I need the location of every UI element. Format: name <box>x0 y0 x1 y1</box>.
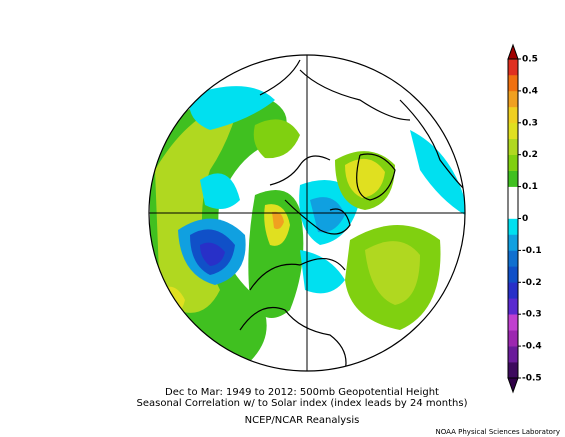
color-segment <box>508 186 518 203</box>
source: NCEP/NCAR Reanalysis <box>245 415 360 426</box>
color-segment <box>508 266 518 283</box>
under-arrow <box>507 377 519 394</box>
color-segment <box>508 202 518 219</box>
tick-label: 0.3 <box>522 118 538 128</box>
title-line: Dec to Mar: 1949 to 2012: 500mb Geopoten… <box>165 387 439 398</box>
tick-label: -0.2 <box>522 278 542 288</box>
tick-label: 0.5 <box>522 55 538 65</box>
tick-label: 0.1 <box>522 182 538 192</box>
color-segment <box>508 298 518 315</box>
color-segment <box>508 170 518 187</box>
tick-label: 0.2 <box>522 150 538 160</box>
tick-label: -0.1 <box>522 246 542 256</box>
color-segment <box>508 106 518 124</box>
color-segment <box>508 90 518 108</box>
color-segment <box>508 234 518 251</box>
tick-label: -0.3 <box>522 310 542 320</box>
color-segment <box>508 346 518 363</box>
color-segment <box>508 362 518 379</box>
tick-label: 0.4 <box>522 86 538 96</box>
color-segment <box>508 250 518 267</box>
color-segment <box>508 218 518 235</box>
tick-label: -0.4 <box>522 342 542 352</box>
color-segment <box>508 314 518 331</box>
color-segment <box>508 154 518 171</box>
credit: NOAA Physical Sciences Laboratory <box>436 428 560 436</box>
tick-label: -0.5 <box>522 374 542 384</box>
color-segment <box>508 330 518 347</box>
tick-label: 0 <box>522 214 528 224</box>
map-border <box>148 54 466 372</box>
coastlines <box>239 59 465 371</box>
map <box>149 55 465 371</box>
color-segment <box>508 138 518 155</box>
title-line: Seasonal Correlation w/ to Solar index (… <box>137 398 468 409</box>
color-segment <box>508 59 518 76</box>
over-arrow <box>507 43 519 60</box>
color-segment <box>508 122 518 140</box>
color-segment <box>508 74 518 92</box>
color-segment <box>508 282 518 299</box>
